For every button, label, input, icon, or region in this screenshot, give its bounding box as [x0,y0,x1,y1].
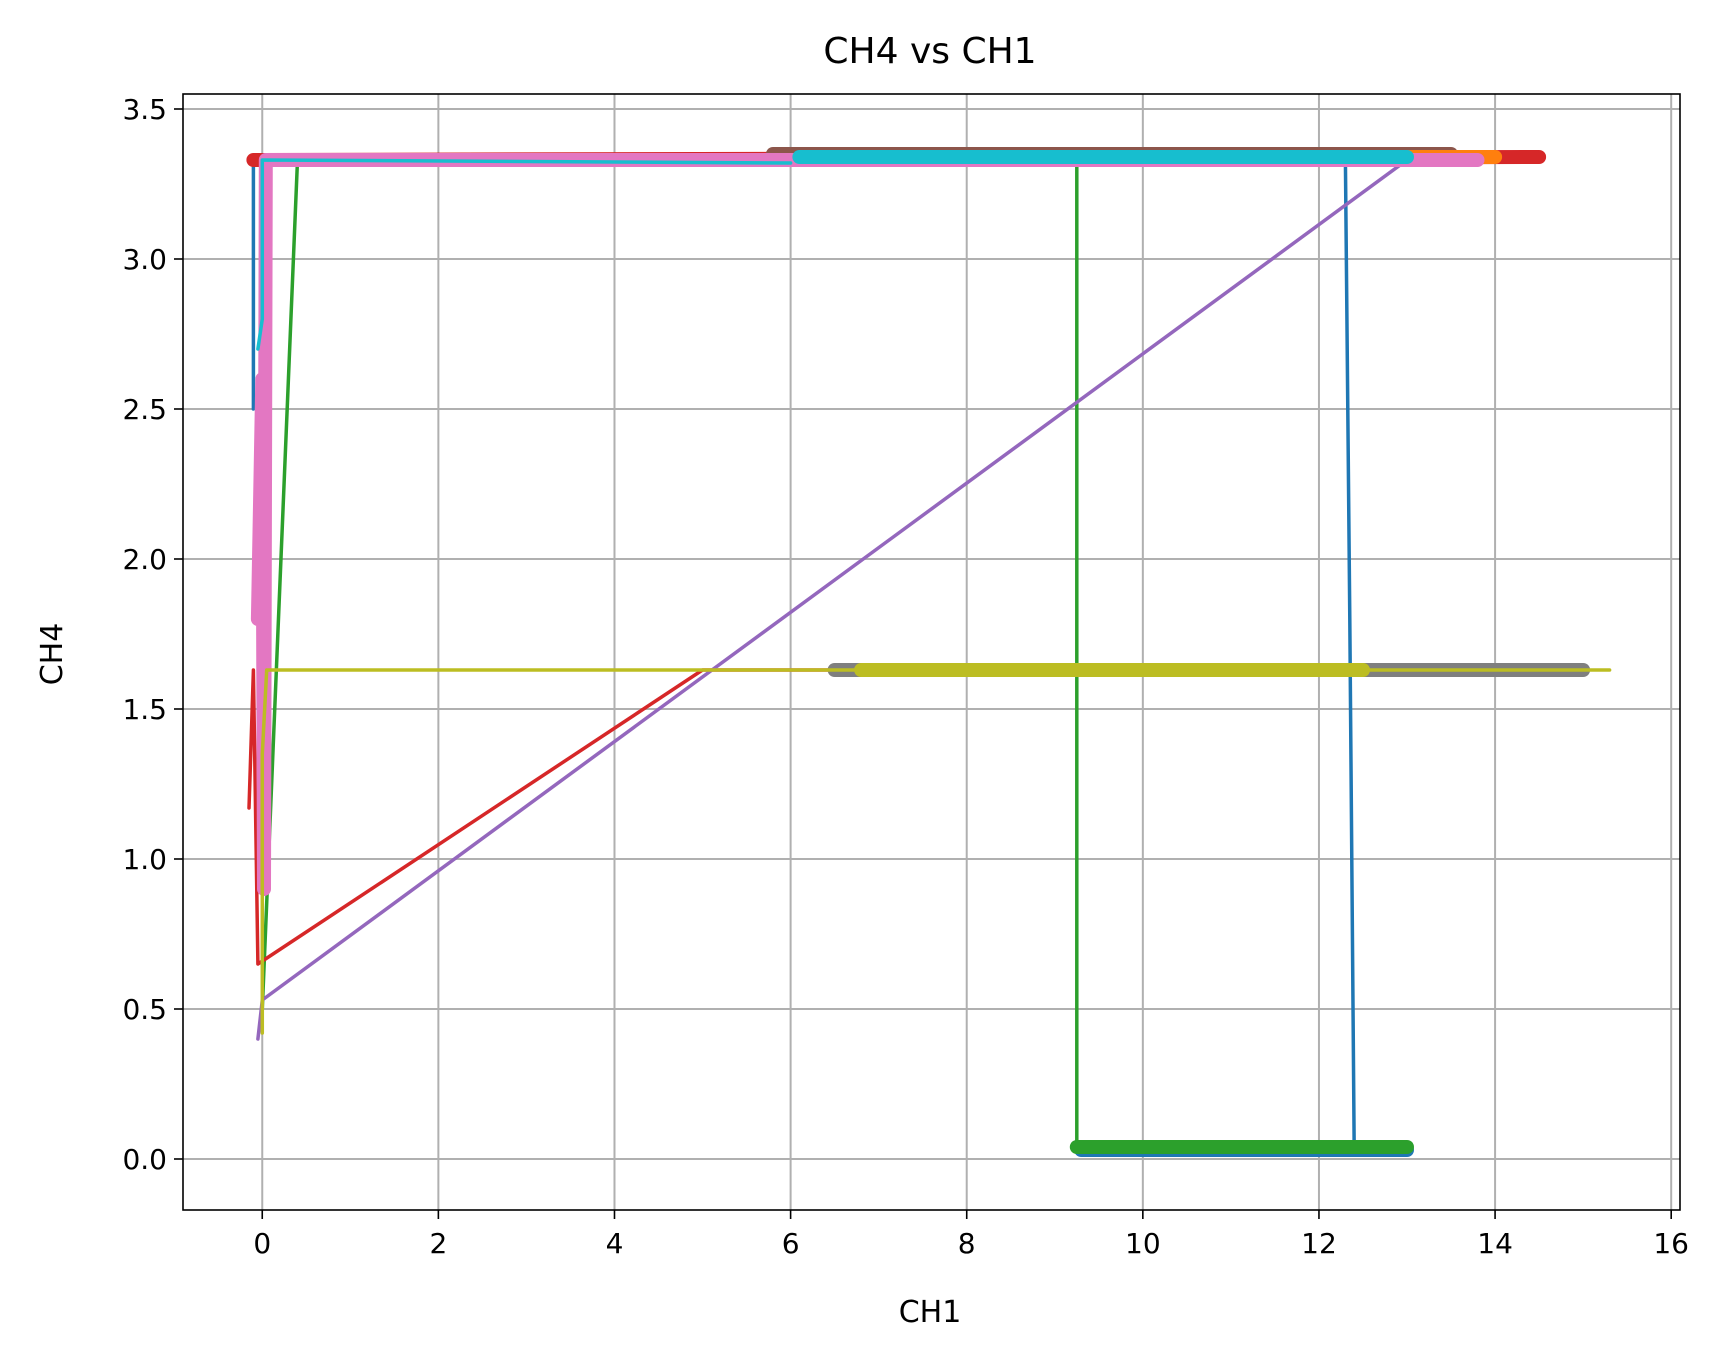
y-tick-label: 1.0 [122,843,167,876]
x-tick-label: 2 [429,1227,447,1260]
x-tick-label: 16 [1653,1227,1689,1260]
y-tick-label: 0.5 [122,993,167,1026]
y-tick-label: 3.5 [122,93,167,126]
plot-series [246,147,1612,1157]
y-tick-label: 3.0 [122,243,167,276]
y-tick-label: 2.0 [122,543,167,576]
y-axis-ticks: 0.0 0.5 1.0 1.5 2.0 2.5 3.0 3.5 [122,93,183,1176]
y-tick-label: 0.0 [122,1143,167,1176]
chart-title: CH4 vs CH1 [823,31,1036,72]
x-axis-ticks: 0 2 4 6 8 10 12 14 16 [253,1210,1689,1260]
y-tick-label: 2.5 [122,393,167,426]
plot-frame [182,93,1681,1211]
x-tick-label: 10 [1125,1227,1161,1260]
y-tick-label: 1.5 [122,693,167,726]
grid [183,94,1680,1210]
x-tick-label: 12 [1301,1227,1337,1260]
x-tick-label: 6 [782,1227,800,1260]
x-axis-title: CH1 [899,1295,962,1330]
x-tick-label: 14 [1477,1227,1513,1260]
x-tick-label: 0 [253,1227,271,1260]
y-axis-title: CH4 [35,623,70,686]
x-tick-label: 8 [958,1227,976,1260]
series-line-13 [256,158,793,351]
x-tick-label: 4 [606,1227,624,1260]
